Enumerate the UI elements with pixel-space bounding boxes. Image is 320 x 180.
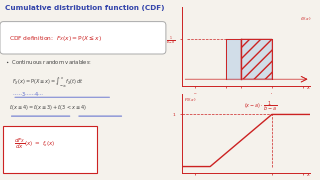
Text: $\cdots\cdots 3 \cdots\cdots 4 \cdots$: $\cdots\cdots 3 \cdots\cdots 4 \cdots$ xyxy=(12,90,44,98)
Text: Cumulative distribution function (CDF): Cumulative distribution function (CDF) xyxy=(5,5,165,11)
Text: $\ell(x \leq 4) = \ell(x \leq 3) + \ell(3 < x \leq 4)$: $\ell(x \leq 4) = \ell(x \leq 3) + \ell(… xyxy=(9,103,87,112)
Text: $\dfrac{dF_X}{dx}(x) \ = \ f_x(x)$: $\dfrac{dF_X}{dx}(x) \ = \ f_x(x)$ xyxy=(14,137,55,151)
FancyBboxPatch shape xyxy=(4,126,97,173)
FancyBboxPatch shape xyxy=(0,22,166,54)
Text: $(x-a)\cdot\dfrac{1}{b-a}$: $(x-a)\cdot\dfrac{1}{b-a}$ xyxy=(244,100,277,113)
Text: $x$: $x$ xyxy=(306,84,311,91)
Text: CDF definition:  $F_X(x) = \mathrm{P}(X \leq x)$: CDF definition: $F_X(x) = \mathrm{P}(X \… xyxy=(9,34,102,43)
Text: $f_X(x)$: $f_X(x)$ xyxy=(300,16,311,23)
Text: $F_X(x)$: $F_X(x)$ xyxy=(184,96,196,104)
Text: $\bullet$  Continuous random variables:: $\bullet$ Continuous random variables: xyxy=(5,58,92,66)
Text: $F_X(x) = \mathrm{P}(X \leq x) = \int_{-\infty}^{x} f_X(t)\,dt$: $F_X(x) = \mathrm{P}(X \leq x) = \int_{-… xyxy=(12,76,84,89)
Text: $x$: $x$ xyxy=(306,171,311,178)
